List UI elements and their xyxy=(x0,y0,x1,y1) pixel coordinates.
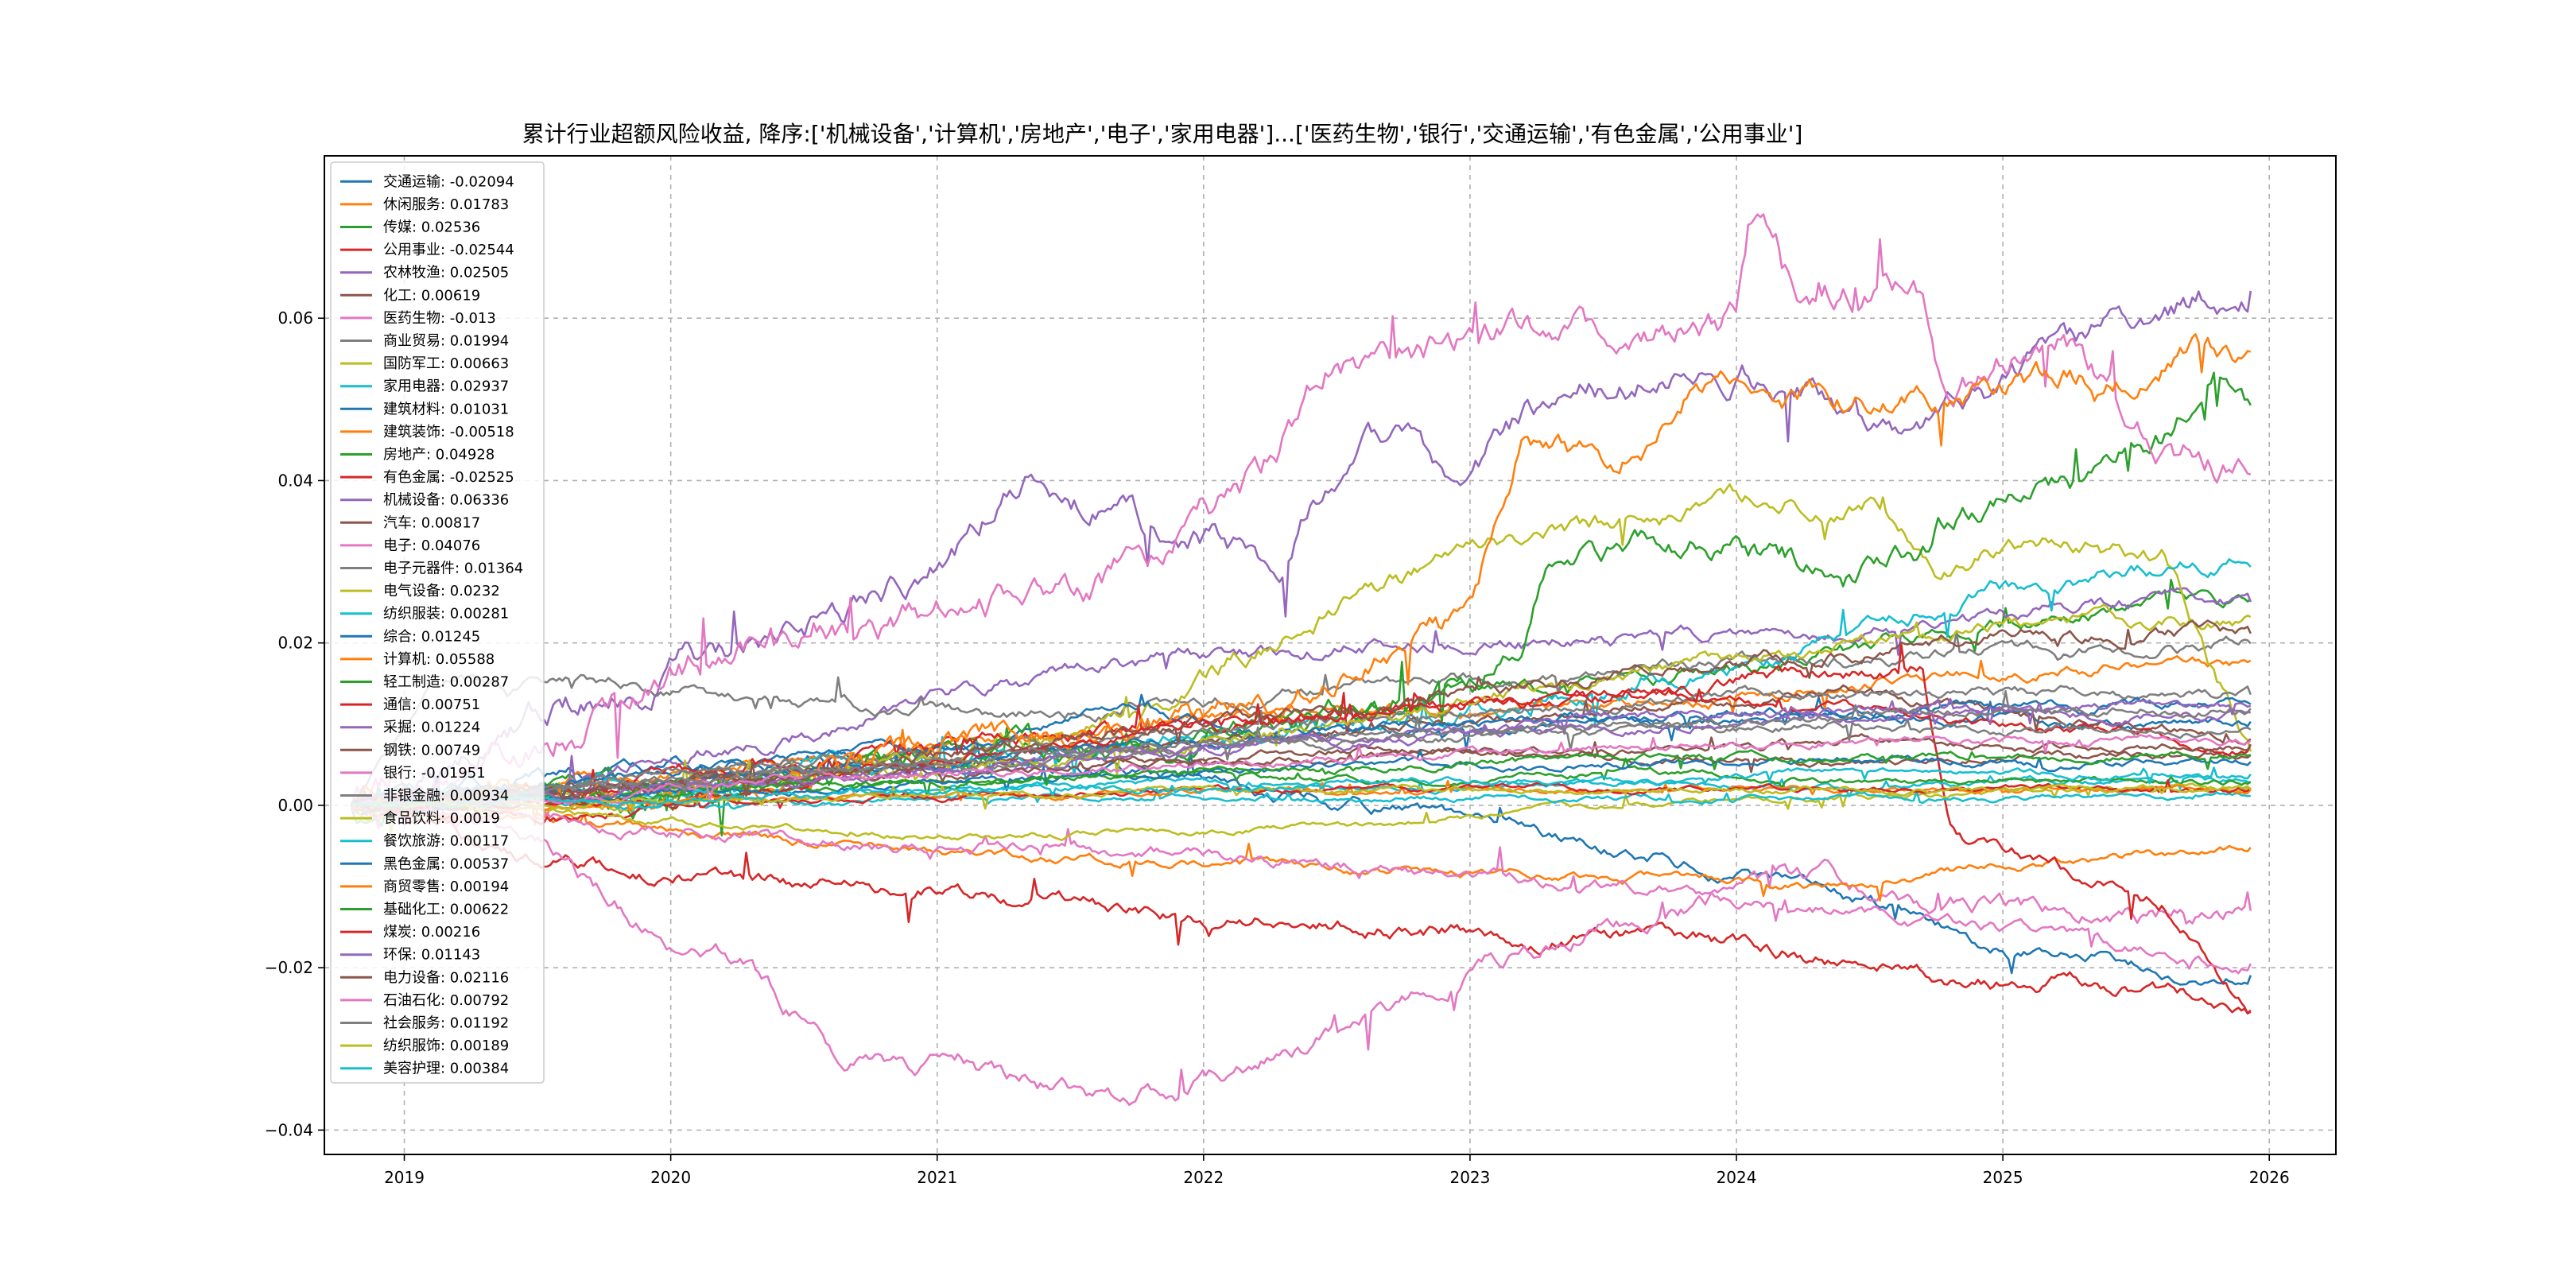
legend-entry: 建筑装饰: -0.00518 xyxy=(383,424,514,440)
legend-entry: 纺织服装: 0.00281 xyxy=(383,606,509,623)
chart-title: 累计行业超额风险收益, 降序:['机械设备','计算机','房地产','电子',… xyxy=(522,121,1803,147)
legend-entry: 美容护理: 0.00384 xyxy=(383,1061,509,1077)
legend-entry: 纺织服饰: 0.00189 xyxy=(383,1038,509,1054)
legend-entry: 房地产: 0.04928 xyxy=(383,447,495,464)
legend-entry: 基础化工: 0.00622 xyxy=(383,902,509,918)
legend-entry: 计算机: 0.05588 xyxy=(383,651,495,668)
legend-entry: 钢铁: 0.00749 xyxy=(383,742,480,758)
legend-entry: 电气设备: 0.0232 xyxy=(383,583,500,599)
legend-entry: 公用事业: -0.02544 xyxy=(383,242,514,258)
series-line xyxy=(350,804,2252,1014)
legend-entry: 农林牧渔: 0.02505 xyxy=(383,265,509,281)
series-line xyxy=(350,718,2252,814)
series-line xyxy=(350,213,2252,806)
legend-entry: 电子元器件: 0.01364 xyxy=(383,561,523,577)
plot-frame xyxy=(324,155,2337,1155)
series-line xyxy=(350,290,2252,817)
y-tick-label: 0.02 xyxy=(277,634,313,653)
y-tick-label: 0.00 xyxy=(277,796,313,815)
y-tick-label: −0.02 xyxy=(265,958,313,977)
legend-entry: 国防军工: 0.00663 xyxy=(383,355,509,372)
legend-entry: 医药生物: -0.013 xyxy=(383,310,496,327)
x-tick-label: 2020 xyxy=(650,1168,691,1187)
x-tick-label: 2026 xyxy=(2249,1168,2290,1187)
legend-entry: 休闲服务: 0.01783 xyxy=(383,196,509,213)
legend-box xyxy=(330,161,545,1084)
legend-entry: 石油石化: 0.00792 xyxy=(383,992,509,1009)
y-tick-label: 0.04 xyxy=(277,471,313,490)
legend-entry: 化工: 0.00619 xyxy=(383,287,480,304)
series-line xyxy=(350,701,2251,808)
y-tick-label: 0.06 xyxy=(277,308,313,328)
x-tick-label: 2025 xyxy=(1983,1168,2023,1187)
legend-entry: 商业贸易: 0.01994 xyxy=(383,333,509,350)
legend-entry: 社会服务: 0.01192 xyxy=(383,1015,509,1032)
series-line xyxy=(350,798,2252,975)
series-line xyxy=(350,685,2252,809)
legend-entry: 电子: 0.04076 xyxy=(383,537,480,554)
legend-entry: 采掘: 0.01224 xyxy=(383,720,480,736)
series-line xyxy=(351,804,2252,902)
series-line xyxy=(351,749,2252,812)
series-line xyxy=(350,782,2252,841)
series-line xyxy=(351,738,2252,986)
series-line xyxy=(350,483,2252,821)
x-tick-label: 2023 xyxy=(1449,1168,1490,1187)
legend-entry: 轻工制造: 0.00287 xyxy=(383,674,509,691)
legend-entry: 食品饮料: 0.0019 xyxy=(383,810,500,827)
x-tick-label: 2019 xyxy=(384,1168,425,1187)
x-tick-label: 2022 xyxy=(1183,1168,1224,1187)
legend-entry: 餐饮旅游: 0.00117 xyxy=(383,833,509,850)
series-line xyxy=(351,689,2252,810)
legend-entry: 综合: 0.01245 xyxy=(383,628,480,645)
legend: 交通运输: -0.02094 休闲服务: 0.01783 传媒: 0.02536 公用… xyxy=(330,161,545,1084)
legend-entry: 煤炭: 0.00216 xyxy=(383,924,480,941)
series-line xyxy=(351,757,2252,807)
legend-entry: 交通运输: -0.02094 xyxy=(383,173,514,190)
legend-entry: 非银金融: 0.00934 xyxy=(383,788,509,805)
x-tick-label: 2024 xyxy=(1717,1168,1757,1187)
series-line xyxy=(350,766,2252,809)
series-line xyxy=(351,587,2252,816)
legend-entry: 黑色金属: 0.00537 xyxy=(383,855,509,872)
axes: 2019 2020 2021 2022 2023 2024 2025 2026 0.06 0.04… xyxy=(265,308,2290,1187)
series-line xyxy=(350,797,2252,1106)
legend-entry: 银行: -0.01951 xyxy=(383,765,486,782)
legend-entry: 商贸零售: 0.00194 xyxy=(383,879,509,895)
series-line xyxy=(350,631,2252,806)
legend-entry: 通信: 0.00751 xyxy=(383,696,480,713)
series-line xyxy=(351,734,2252,822)
legend-entry: 机械设备: 0.06336 xyxy=(383,492,509,509)
x-tick-label: 2021 xyxy=(917,1168,957,1187)
legend-entry: 汽车: 0.00817 xyxy=(383,514,480,531)
legend-entry: 家用电器: 0.02937 xyxy=(383,378,509,395)
legend-entry: 传媒: 0.02536 xyxy=(383,219,480,236)
legend-entry: 有色金属: -0.02525 xyxy=(383,469,514,486)
legend-entry: 环保: 0.01143 xyxy=(383,947,480,964)
legend-entry: 建筑材料: 0.01031 xyxy=(383,401,509,417)
series-lines xyxy=(350,213,2252,1106)
legend-entry: 电力设备: 0.02116 xyxy=(383,969,509,986)
y-tick-label: −0.04 xyxy=(265,1120,313,1139)
series-line xyxy=(351,749,2252,814)
